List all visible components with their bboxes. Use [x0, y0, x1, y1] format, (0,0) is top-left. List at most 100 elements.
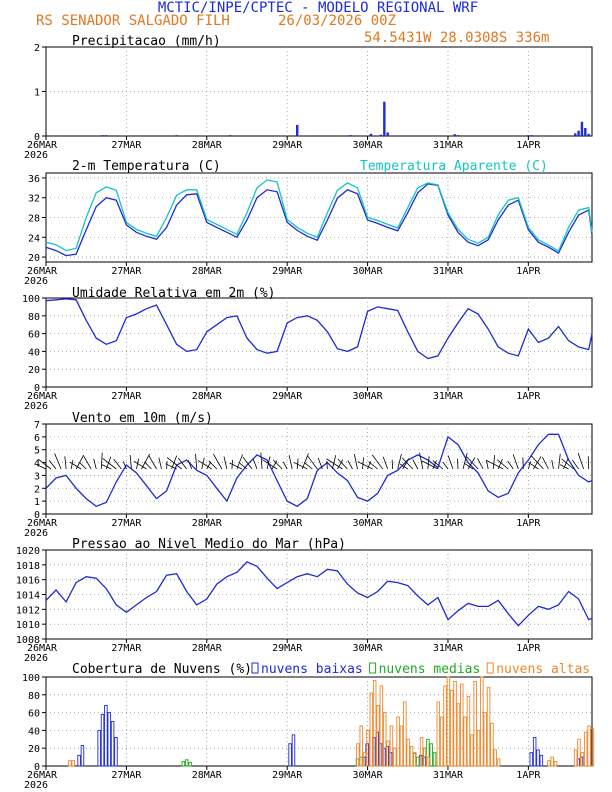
xtick-label: 1APR	[516, 518, 541, 529]
nuvens-baixas-bar	[532, 737, 537, 767]
wind-arrow	[559, 464, 569, 470]
wind-arrow	[69, 461, 82, 470]
nuvens-altas-bar	[550, 756, 554, 767]
xtick-label: 27MAR	[111, 391, 142, 402]
nuvens-altas-bar	[356, 743, 360, 767]
wind-arrow	[261, 459, 278, 470]
wind-arrow	[133, 460, 147, 470]
nuvens-altas-bar	[393, 747, 397, 767]
precip-bar	[101, 135, 105, 136]
nuvens-baixas-legend: nuvens baixas	[261, 662, 363, 677]
wind-arrow	[397, 453, 402, 470]
wind-arrow	[477, 458, 484, 470]
xtick-label: 26MAR	[27, 770, 58, 781]
ytick-label: 1	[34, 497, 40, 508]
wind-arrow	[239, 463, 248, 470]
nuvens-medias-bar	[416, 756, 420, 767]
nuvens-altas-bar	[443, 685, 447, 767]
wind-arrow	[507, 460, 514, 470]
wind-arrow	[197, 460, 213, 470]
temperatura-aparente-line	[45, 179, 593, 253]
nuvens-altas-bar	[399, 725, 404, 767]
wind-arrow	[70, 459, 74, 470]
humidity-frame	[45, 297, 593, 388]
nuvens-medias-legend-box	[369, 662, 377, 674]
ytick-label: 40	[28, 347, 40, 358]
nuvens-baixas-legend-box	[251, 662, 259, 674]
ytick-label: 80	[28, 312, 40, 323]
precip-bar	[383, 101, 386, 136]
ytick-label: 5	[34, 446, 40, 457]
nuvens-baixas-bar	[100, 713, 105, 767]
wind-arrow	[158, 457, 162, 470]
nuvens-medias-bar	[432, 752, 437, 767]
xtick-label: 1APR	[516, 391, 541, 402]
xtick-label: 26MAR	[27, 391, 58, 402]
ytick-label: 1020	[16, 546, 40, 557]
xtick-label: 26MAR	[27, 140, 58, 151]
wind-arrow	[399, 463, 408, 470]
wind-arrow	[296, 458, 299, 470]
wind-arrow	[48, 459, 57, 470]
wind-arrow	[100, 452, 103, 470]
wind-arrow	[37, 464, 47, 470]
nuvens-altas-bar	[409, 745, 414, 767]
ytick-label: 40	[28, 726, 40, 737]
wind-arrow	[213, 453, 223, 470]
wind-arrow	[307, 455, 318, 470]
ytick-label: 60	[28, 709, 40, 720]
xtick-label: 30MAR	[353, 643, 384, 654]
xtick-label: 27MAR	[111, 266, 142, 277]
precip-bar	[386, 132, 389, 136]
xtick-label: 26MAR	[27, 266, 58, 277]
wind-arrow	[229, 462, 243, 470]
wind-arrow	[528, 462, 539, 470]
wind-panel: 0 1 2 34 5 6 7 26MAR 27MAR 28MAR 29MAR 30MAR 31MAR 1A…	[24, 411, 593, 539]
xtick-label: 28MAR	[192, 770, 223, 781]
wind-arrow	[64, 456, 67, 470]
precip-bar	[229, 135, 232, 136]
xtick-year: 2026	[24, 276, 48, 287]
nuvens-altas-bar	[480, 676, 484, 767]
wind-arrow	[467, 457, 476, 470]
precip-bar	[296, 124, 299, 136]
wind-arrow	[457, 458, 459, 470]
humidity-title: Umidade Relativa em 2m (%)	[72, 286, 276, 301]
xtick-label: 30MAR	[353, 140, 384, 151]
precip-bar	[349, 135, 353, 136]
wind-arrow	[337, 459, 344, 470]
nuvens-altas-bar	[590, 728, 595, 767]
xtick-year: 2026	[24, 150, 48, 161]
nuvens-altas-bar	[583, 731, 588, 767]
ytick-label: 20	[28, 365, 40, 376]
pressure-panel: 1008 1010 1012 1014 1016 1018 1020 26MAR 27MAR 28…	[16, 537, 593, 664]
ytick-label: 6	[34, 433, 40, 444]
wind-arrow	[236, 454, 243, 470]
wind-arrow	[512, 454, 519, 470]
xtick-label: 31MAR	[433, 140, 464, 151]
ytick-label: 100	[22, 294, 40, 305]
wind-arrow	[466, 456, 479, 470]
nuvens-medias-legend: nuvens medias	[379, 662, 481, 677]
nuvens-altas-bar	[386, 740, 390, 767]
xtick-year: 2026	[24, 528, 48, 539]
wind-arrow	[371, 454, 383, 470]
xtick-label: 1APR	[516, 140, 541, 151]
nuvens-medias-bar	[184, 759, 189, 767]
clouds-frame	[45, 676, 593, 767]
wind-arrow	[463, 462, 474, 470]
precip-bar	[379, 134, 383, 136]
humidity-panel: 0 20 40 60 80 100 26MAR 27MAR 28MAR 29MAR 30MAR 31M…	[22, 286, 593, 412]
nuvens-altas-bar	[413, 752, 417, 767]
wind-arrow	[195, 453, 198, 470]
wind-arrow	[382, 456, 389, 470]
ytick-label: 1010	[16, 620, 40, 631]
header: MCTIC/INPE/CPTEC - MODELO REGIONAL WRF R…	[36, 0, 549, 46]
nuvens-baixas-bar	[97, 729, 101, 767]
precip-bar	[574, 133, 577, 136]
xtick-label: 31MAR	[433, 770, 464, 781]
ytick-label: 0	[34, 132, 40, 143]
ytick-label: 36	[28, 174, 40, 185]
precip-bar	[587, 133, 590, 136]
nuvens-baixas-bar	[80, 745, 85, 767]
